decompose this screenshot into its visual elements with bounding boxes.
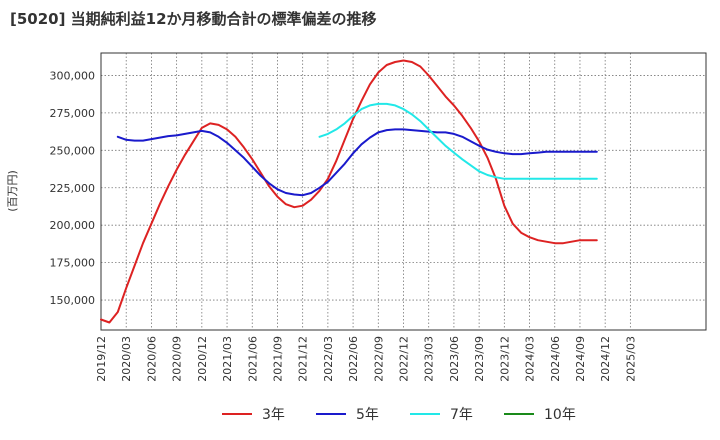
x-tick-label: 2024/12 [599,336,612,382]
x-axis-ticks: 2019/12 2020/03 2020/06 2020/09 2020/12 2021/… [95,336,637,382]
x-tick-label: 2022/09 [372,336,385,382]
x-tick-label: 2020/12 [196,336,209,382]
x-tick-label: 2019/12 [95,336,108,382]
series-line-2 [318,102,598,180]
legend-label-2: 7年 [450,407,473,423]
legend: 3年 5年 7年 10年 [222,407,576,423]
grid-lines [100,53,706,330]
y-axis-label: (百万円) [6,170,19,212]
y-tick-label: 175,000 [50,257,96,270]
chart-title: [5020] 当期純利益12か月移動合計の標準偏差の推移 [10,10,377,28]
x-tick-label: 2023/06 [448,336,461,382]
y-axis-ticks: 150,000 175,000 200,000 225,000 250,000 275,0… [50,69,96,307]
y-tick-label: 150,000 [50,294,96,307]
x-tick-label: 2022/12 [398,336,411,382]
x-tick-label: 2022/03 [322,336,335,382]
x-tick-label: 2021/12 [297,336,310,382]
x-tick-label: 2022/06 [347,336,360,382]
x-tick-label: 2023/09 [473,336,486,382]
x-tick-label: 2020/03 [120,336,133,382]
legend-label-3: 10年 [544,407,576,423]
legend-label-1: 5年 [356,407,379,423]
x-tick-label: 2023/03 [423,336,436,382]
series-lines [100,59,598,324]
x-tick-label: 2021/03 [221,336,234,382]
y-tick-label: 200,000 [50,219,96,232]
y-tick-label: 300,000 [50,69,96,82]
series-line-0 [100,59,598,324]
x-tick-label: 2021/09 [271,336,284,382]
y-tick-label: 275,000 [50,107,96,120]
x-tick-label: 2025/03 [624,336,637,382]
x-tick-label: 2024/09 [574,336,587,382]
x-tick-label: 2024/03 [524,336,537,382]
x-tick-label: 2020/06 [145,336,158,382]
x-tick-label: 2020/09 [171,336,184,382]
x-tick-label: 2023/12 [498,336,511,382]
y-tick-label: 225,000 [50,182,96,195]
y-tick-label: 250,000 [50,144,96,157]
x-tick-label: 2024/06 [549,336,562,382]
plot-frame [100,52,707,331]
x-tick-label: 2021/06 [246,336,259,382]
series-line-1 [116,128,598,197]
legend-label-0: 3年 [262,407,285,423]
